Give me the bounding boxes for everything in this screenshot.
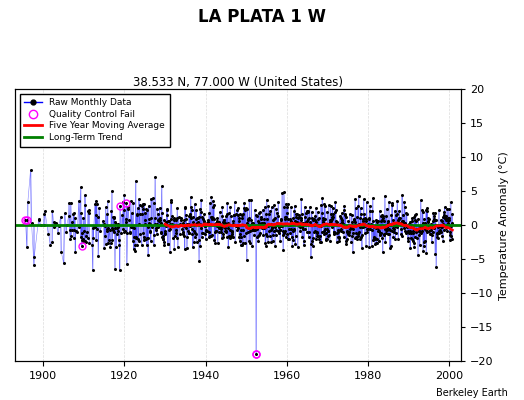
Text: Berkeley Earth: Berkeley Earth bbox=[436, 388, 508, 398]
Text: LA PLATA 1 W: LA PLATA 1 W bbox=[198, 8, 326, 26]
Title: 38.533 N, 77.000 W (United States): 38.533 N, 77.000 W (United States) bbox=[133, 76, 343, 89]
Legend: Raw Monthly Data, Quality Control Fail, Five Year Moving Average, Long-Term Tren: Raw Monthly Data, Quality Control Fail, … bbox=[19, 94, 170, 147]
Y-axis label: Temperature Anomaly (°C): Temperature Anomaly (°C) bbox=[499, 151, 509, 300]
